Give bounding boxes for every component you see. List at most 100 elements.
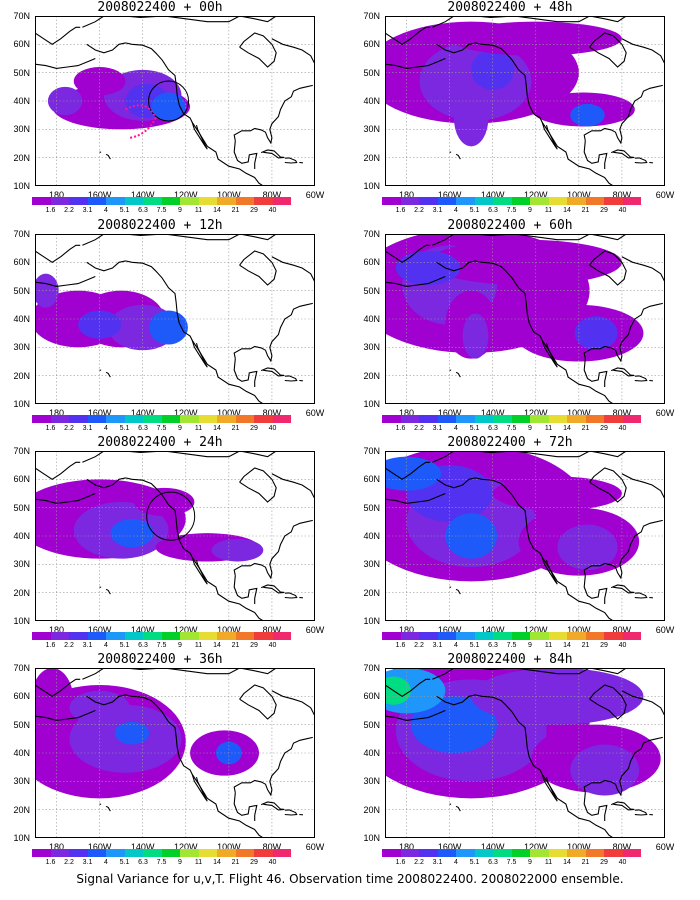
lat-tick-label: 50N (363, 285, 380, 296)
colorbar-label: 6.3 (138, 425, 148, 432)
colorbar-label: 14 (563, 207, 571, 214)
coastline (541, 557, 558, 585)
colorbar-swatch (456, 415, 475, 423)
colorbar-label: 11 (194, 425, 203, 432)
lon-tick-label: 80W (612, 625, 632, 635)
coastline (541, 340, 558, 368)
lat-tick-label: 60N (363, 39, 380, 50)
colorbar-label: 29 (250, 425, 258, 432)
variance-map (35, 234, 315, 404)
flight-track (124, 104, 157, 139)
coastline (455, 588, 461, 595)
colorbar-swatch (235, 197, 254, 205)
colorbar-swatch (511, 632, 530, 640)
colorbar-swatch (585, 197, 604, 205)
colorbar-swatch (511, 415, 530, 423)
colorbar-label: 9 (528, 207, 532, 214)
lat-tick-label: 40N (363, 531, 380, 541)
colorbar-label: 40 (618, 207, 627, 214)
coastline (583, 575, 608, 604)
colorbar-swatch (143, 632, 162, 640)
coastline (610, 367, 635, 377)
lat-tick-label: 40N (13, 96, 30, 106)
colorbar-swatch (235, 415, 254, 423)
colorbar-swatch (604, 415, 623, 423)
colorbar-label: 11 (544, 859, 553, 866)
colorbar-swatch (198, 197, 217, 205)
colorbar-label: 6.3 (138, 859, 148, 866)
colorbar-swatch (400, 197, 419, 205)
coastline (233, 519, 313, 580)
colorbar-label: 11 (194, 642, 203, 649)
coastline (634, 592, 648, 599)
colorbar-swatch (106, 415, 125, 423)
colorbar-label: 9 (528, 425, 532, 432)
colorbar-swatch (622, 632, 641, 640)
colorbar-label: 29 (600, 859, 608, 866)
colorbar-swatch (419, 849, 438, 857)
colorbar-swatch (530, 849, 549, 857)
coastline (385, 492, 446, 504)
colorbar-swatch (106, 632, 125, 640)
lon-tick-label: 180 (399, 842, 415, 852)
colorbar-swatch (254, 197, 273, 205)
colorbar-swatch (217, 415, 236, 423)
colorbar-swatch (143, 849, 162, 857)
lon-tick-label: 60W (655, 842, 675, 852)
colorbar-swatch (180, 415, 199, 423)
coastline (233, 792, 258, 821)
colorbar-label: 21 (231, 425, 240, 432)
colorbar-swatch (511, 849, 530, 857)
colorbar-swatch (143, 197, 162, 205)
coastline (634, 809, 648, 816)
lat-tick-label: 60N (13, 691, 30, 702)
colorbar (382, 197, 641, 205)
colorbar-swatch (419, 197, 438, 205)
coastline (86, 694, 264, 838)
lon-tick-label: 160W (87, 625, 112, 635)
colorbar-label: 40 (618, 425, 627, 432)
colorbar-swatch (493, 849, 512, 857)
coastline (583, 140, 608, 169)
coastline (385, 275, 446, 287)
coastline (583, 84, 663, 145)
colorbar-label: 21 (581, 859, 590, 866)
lon-tick-label: 120W (174, 190, 198, 200)
colorbar-swatch (272, 197, 291, 205)
colorbar-swatch (124, 415, 143, 423)
coastline (385, 709, 446, 721)
coastline (583, 302, 663, 363)
lon-tick-label: 160W (437, 408, 462, 418)
colorbar-label: 9 (178, 859, 182, 866)
colorbar-swatch (585, 632, 604, 640)
colorbar-label: 14 (563, 642, 571, 649)
coastline (233, 736, 313, 797)
colorbar-swatch (548, 632, 567, 640)
map-panel: 2008022400 + 84h 70N 60N 50N 40N 30N 20N 10N 180… (350, 652, 674, 867)
colorbar-label: 6.3 (488, 859, 498, 866)
colorbar-label: 4 (454, 642, 458, 649)
colorbar-swatch (50, 849, 69, 857)
lat-tick-label: 20N (13, 587, 30, 598)
coastline (589, 467, 627, 503)
colorbar-label: 2.2 (414, 859, 424, 866)
map-panel: 2008022400 + 48h 70N 60N 50N 40N 30N 20N 10N 180… (350, 0, 674, 215)
colorbar-swatch (217, 197, 236, 205)
colorbar-label: 4 (104, 859, 108, 866)
colorbar-label: 40 (618, 642, 627, 649)
coastline (233, 84, 313, 145)
colorbar (32, 849, 291, 857)
variance-contour (73, 67, 126, 96)
colorbar-label: 40 (268, 425, 277, 432)
colorbar-swatch (87, 632, 106, 640)
colorbar-swatch (622, 415, 641, 423)
lon-tick-label: 80W (262, 842, 282, 852)
lat-tick-label: 10N (363, 833, 380, 843)
coastline (432, 451, 640, 463)
lon-tick-label: 100W (217, 190, 241, 200)
colorbar-swatch (87, 849, 106, 857)
coastline (271, 38, 315, 65)
colorbar-swatch (437, 415, 456, 423)
colorbar-label: 3.1 (432, 207, 443, 214)
variance-contour (557, 524, 618, 570)
